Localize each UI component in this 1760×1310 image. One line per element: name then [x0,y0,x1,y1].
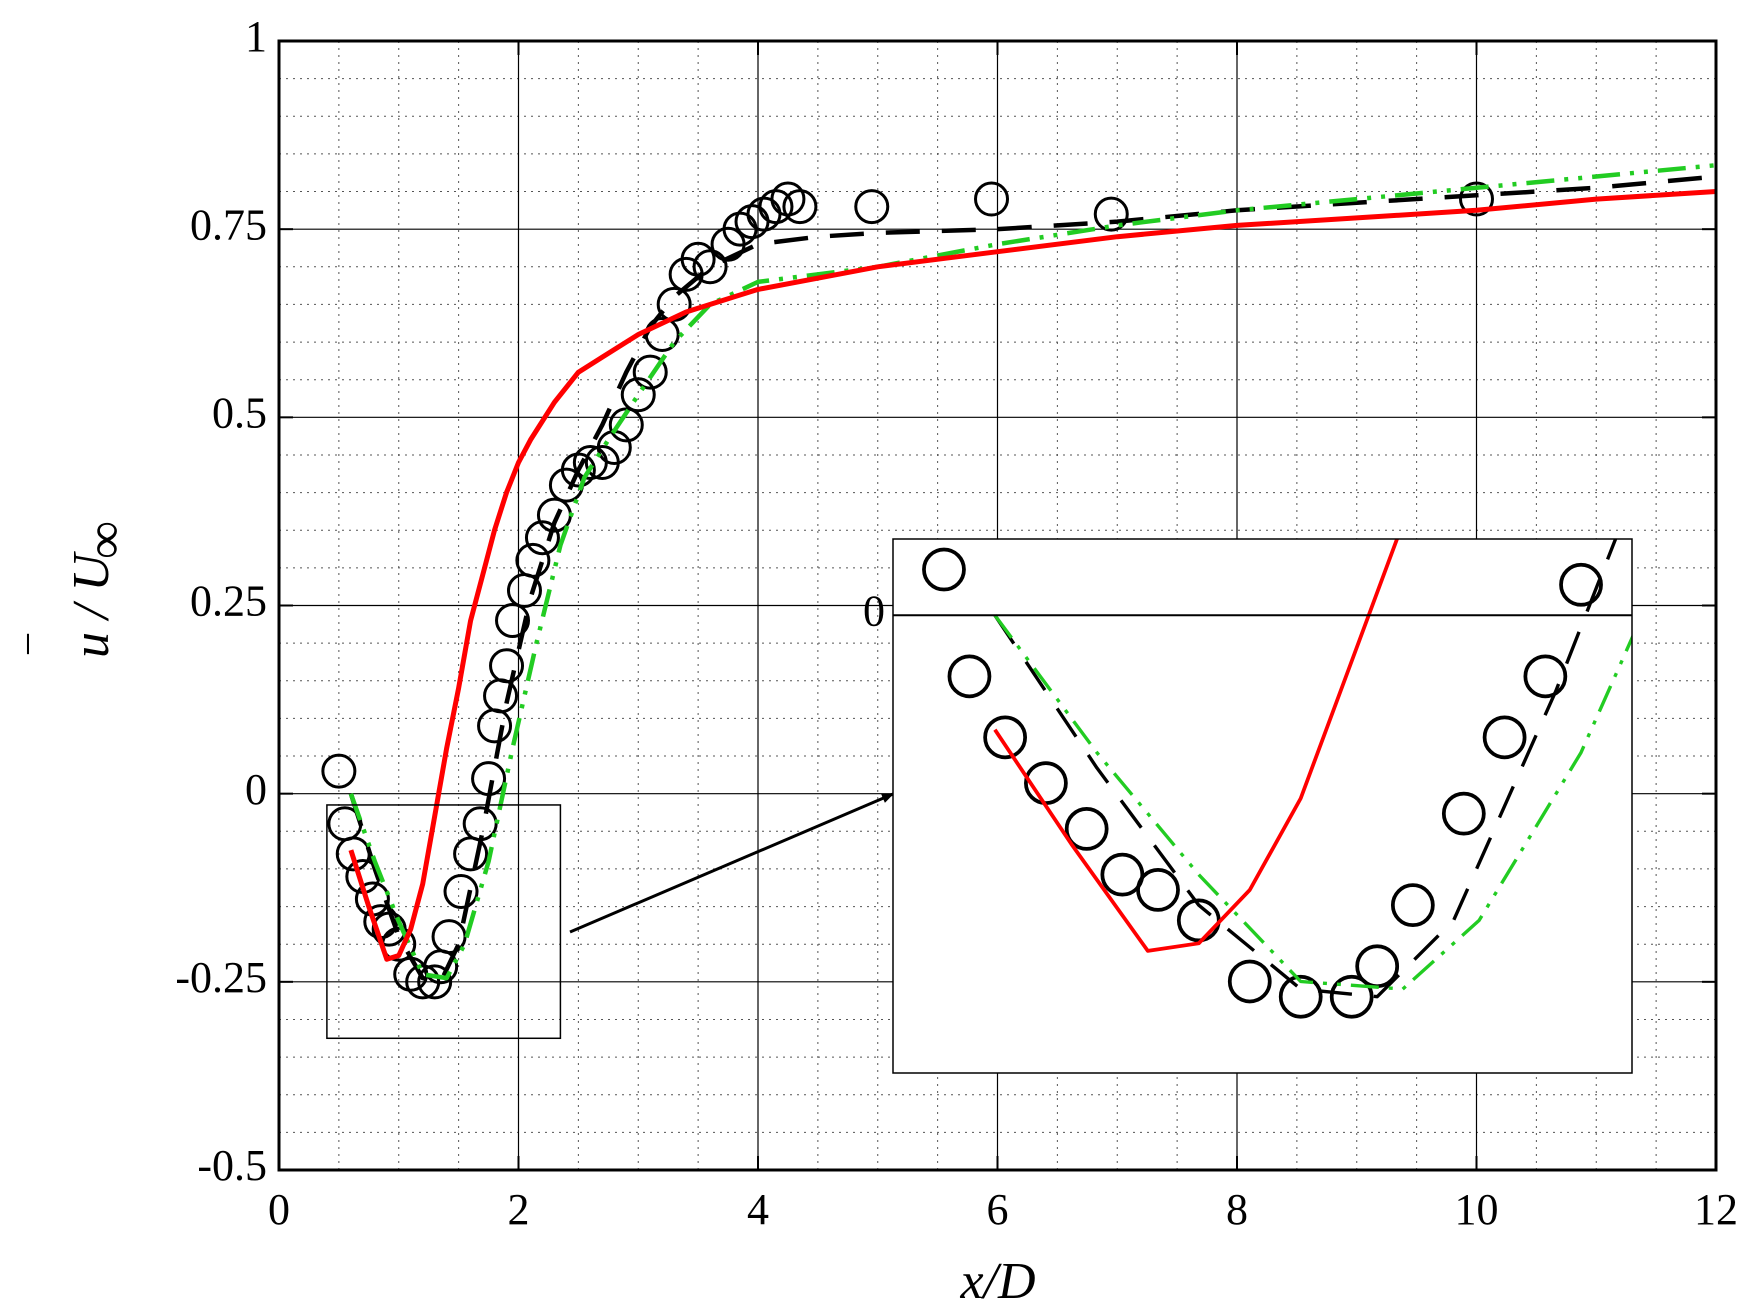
data-point-circle [443,874,479,910]
y-axis-title-bar: ‾ [23,634,80,655]
data-point-circle [692,249,728,285]
data-point-circle [1714,183,1754,223]
series-line-dashed [993,539,1618,999]
data-point-circle [1441,791,1486,836]
data-point-circle [656,286,692,322]
zoom-region-box [326,804,562,1040]
data-point-circle [1523,654,1568,699]
y-axis-title: u / U ‾ ∞ [23,521,134,658]
series-line-dash-dot-dot [348,162,1716,981]
x-tick-label: 0 [268,1185,290,1234]
data-point-circle [983,715,1027,760]
data-point-circle [854,189,890,225]
zoom-arrow [569,792,894,934]
x-tick-label: 2 [508,1185,530,1234]
data-point-circle [922,547,966,592]
x-tick-label: 12 [1694,1185,1738,1234]
y-tick-label: 0.25 [190,577,267,626]
data-point-circle [620,377,656,413]
main-series [321,162,1716,1000]
x-tick-label: 10 [1455,1185,1499,1234]
data-point-circle [515,542,551,578]
data-point-circle [782,189,818,225]
data-point-circle [1329,974,1374,1019]
y-axis-title-text: u / U [63,551,120,658]
data-point-circle [1750,122,1760,162]
data-point-circle [1390,883,1435,928]
data-point-circle [489,648,525,684]
data-point-circle [947,654,992,699]
y-axis-title-subscript: ∞ [77,521,134,558]
data-point-circle [974,181,1010,217]
data-point-circle [1278,974,1323,1019]
x-tick-label: 4 [747,1185,769,1234]
data-point-circle [524,520,560,556]
inset-background [893,539,1632,1073]
x-tick-labels: 0 2 4 6 8 10 12 [268,1185,1738,1234]
data-point-circle [417,964,453,1000]
x-tick-label: 8 [1226,1185,1248,1234]
data-point-circle [495,603,531,639]
x-tick-label: 6 [987,1185,1009,1234]
data-point-circle [1559,562,1603,607]
y-tick-label: 0 [245,765,267,814]
y-tick-label: 0.75 [190,200,267,249]
axis-ticks [278,40,1717,1171]
y-tick-label: 1 [245,12,267,61]
data-point-circle [1482,715,1527,760]
data-point-circle [1064,807,1109,851]
data-point-circle [321,753,357,789]
series-line-solid [993,539,1400,953]
data-point-circle [1227,959,1272,1004]
inset-plot: 0 [863,122,1760,1074]
y-tick-label: -0.25 [175,953,267,1002]
data-point-circle [1136,868,1180,912]
x-axis-title: x/D [959,1253,1035,1310]
inset-frame [892,538,1633,1074]
inset-zero-label: 0 [863,586,885,635]
data-point-circle [1459,181,1494,217]
y-tick-labels: -0.5 -0.25 0 0.25 0.5 0.75 1 [175,12,267,1190]
y-tick-label: 0.5 [212,388,267,437]
y-tick-label: -0.5 [197,1141,267,1190]
series-line-solid [348,189,1716,962]
inset-series [893,122,1760,1019]
data-point-circle [632,354,668,390]
data-point-circle [1093,196,1129,232]
